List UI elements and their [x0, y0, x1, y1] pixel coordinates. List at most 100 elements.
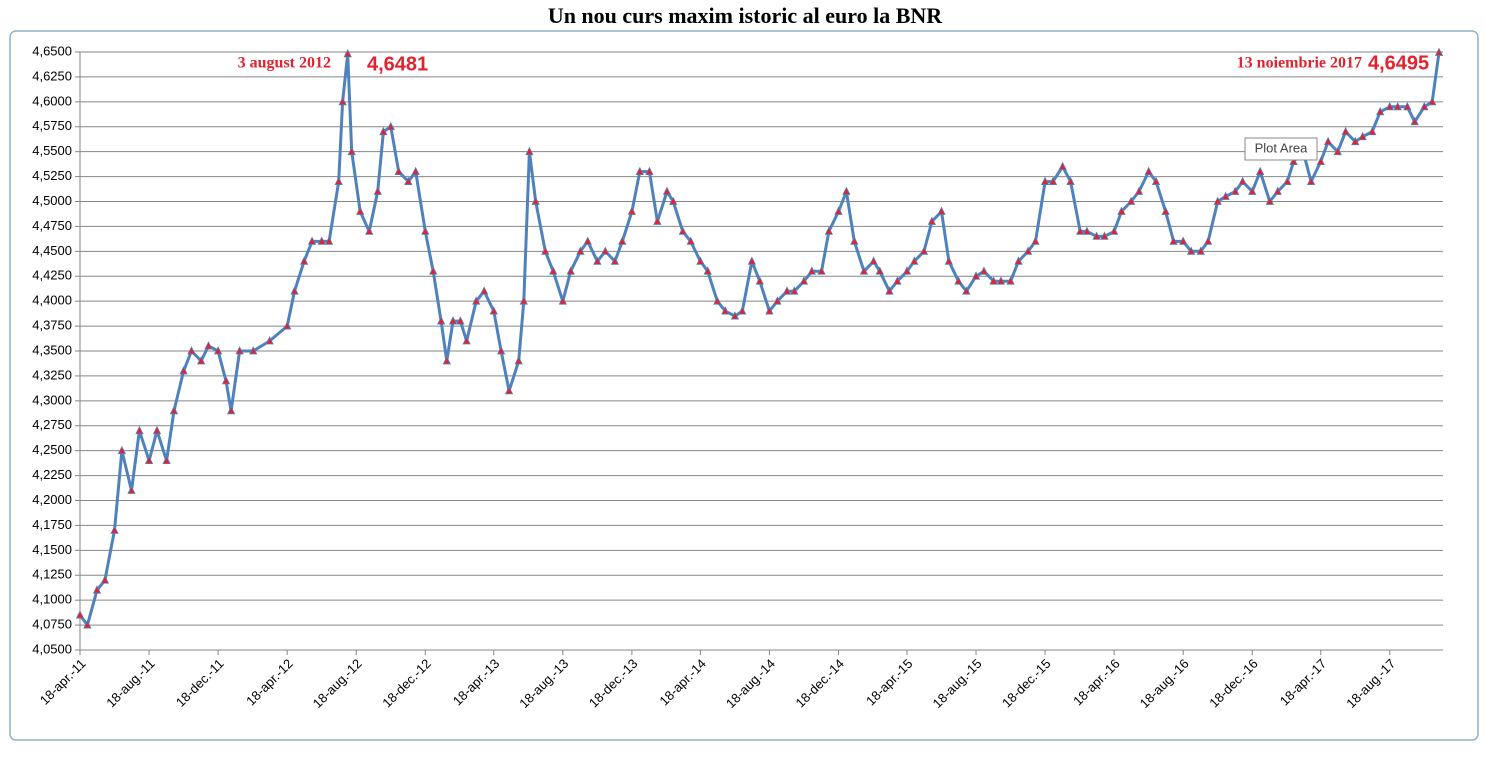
marker: [1196, 246, 1205, 255]
y-tick-label: 4,6250: [32, 68, 72, 83]
marker: [456, 316, 465, 325]
marker: [1341, 126, 1350, 136]
marker: [653, 216, 662, 225]
y-tick-label: 4,5250: [32, 168, 72, 183]
marker: [1434, 47, 1444, 56]
tooltip-box: [1244, 137, 1318, 161]
marker: [213, 346, 223, 355]
marker: [902, 266, 912, 275]
marker: [1058, 161, 1067, 171]
marker: [662, 186, 672, 195]
marker: [1023, 246, 1033, 255]
marker: [686, 236, 695, 245]
marker: [347, 146, 356, 156]
marker: [601, 246, 610, 255]
marker: [989, 276, 998, 285]
tooltip: Plot Area: [1255, 140, 1309, 155]
marker: [1323, 136, 1333, 146]
marker: [290, 286, 299, 295]
marker: [1351, 136, 1360, 146]
marker: [117, 445, 127, 455]
y-tick-label: 4,2000: [32, 492, 72, 507]
y-tick-label: 4,2500: [32, 442, 72, 457]
marker: [404, 176, 413, 185]
marker: [324, 236, 334, 245]
marker: [226, 405, 236, 415]
y-tick-label: 4,1000: [32, 592, 72, 607]
marker: [514, 356, 523, 365]
marker: [365, 226, 374, 235]
marker: [479, 286, 489, 295]
marker: [1283, 176, 1292, 185]
marker: [944, 256, 954, 265]
marker: [593, 256, 602, 265]
marker: [496, 346, 506, 355]
marker: [738, 306, 747, 315]
marker: [807, 266, 817, 275]
y-tick-label: 4,0500: [32, 641, 72, 656]
marker: [1333, 146, 1342, 156]
marker: [1040, 176, 1050, 185]
marker: [1289, 156, 1298, 166]
marker: [152, 425, 162, 435]
marker: [1151, 176, 1161, 185]
marker: [885, 286, 894, 295]
marker: [1306, 176, 1316, 185]
marker: [1179, 236, 1188, 245]
y-tick-label: 4,3250: [32, 367, 72, 382]
marker: [850, 236, 859, 245]
y-tick-label: 4,1500: [32, 542, 72, 557]
marker: [265, 336, 274, 345]
marker: [1100, 231, 1109, 240]
marker: [135, 425, 144, 435]
marker: [519, 296, 528, 305]
marker: [1126, 196, 1136, 205]
marker: [1213, 196, 1222, 205]
marker: [790, 286, 799, 295]
y-tick-label: 4,5500: [32, 143, 72, 158]
y-tick-label: 4,0750: [32, 617, 72, 632]
marker: [583, 236, 592, 245]
marker: [842, 186, 851, 195]
marker: [566, 266, 575, 275]
y-tick-label: 4,5000: [32, 193, 72, 208]
marker: [1048, 176, 1058, 185]
marker: [730, 311, 740, 320]
marker: [1385, 101, 1394, 111]
marker: [875, 266, 884, 275]
y-tick-label: 4,6000: [32, 93, 72, 108]
marker: [713, 296, 722, 305]
marker: [144, 455, 154, 465]
y-tick-label: 4,3500: [32, 342, 72, 357]
marker: [678, 226, 687, 235]
marker: [334, 176, 343, 185]
marker: [379, 126, 388, 136]
marker: [782, 286, 792, 295]
marker: [910, 256, 919, 265]
y-tick-label: 4,3000: [32, 392, 72, 407]
marker: [442, 356, 451, 365]
marker: [755, 276, 764, 285]
marker: [1186, 246, 1196, 255]
marker: [127, 485, 136, 494]
y-tick-label: 4,4500: [32, 243, 72, 258]
marker: [1231, 186, 1240, 195]
marker: [869, 256, 878, 265]
marker: [962, 286, 971, 295]
marker: [1393, 101, 1402, 111]
y-tick-label: 4,1250: [32, 567, 72, 582]
marker: [394, 166, 403, 175]
marker: [373, 186, 382, 195]
marker: [1265, 196, 1274, 205]
marker: [1316, 156, 1325, 166]
annotation-value: 4,6481: [367, 53, 428, 75]
annotation-date: 13 noiembrie 2017: [1237, 55, 1362, 72]
marker: [411, 166, 420, 175]
y-tick-label: 4,2750: [32, 417, 72, 432]
marker: [300, 256, 309, 265]
annotation-value: 4,6495: [1368, 52, 1429, 74]
marker: [196, 356, 206, 365]
marker: [1376, 106, 1385, 116]
marker: [703, 266, 712, 275]
